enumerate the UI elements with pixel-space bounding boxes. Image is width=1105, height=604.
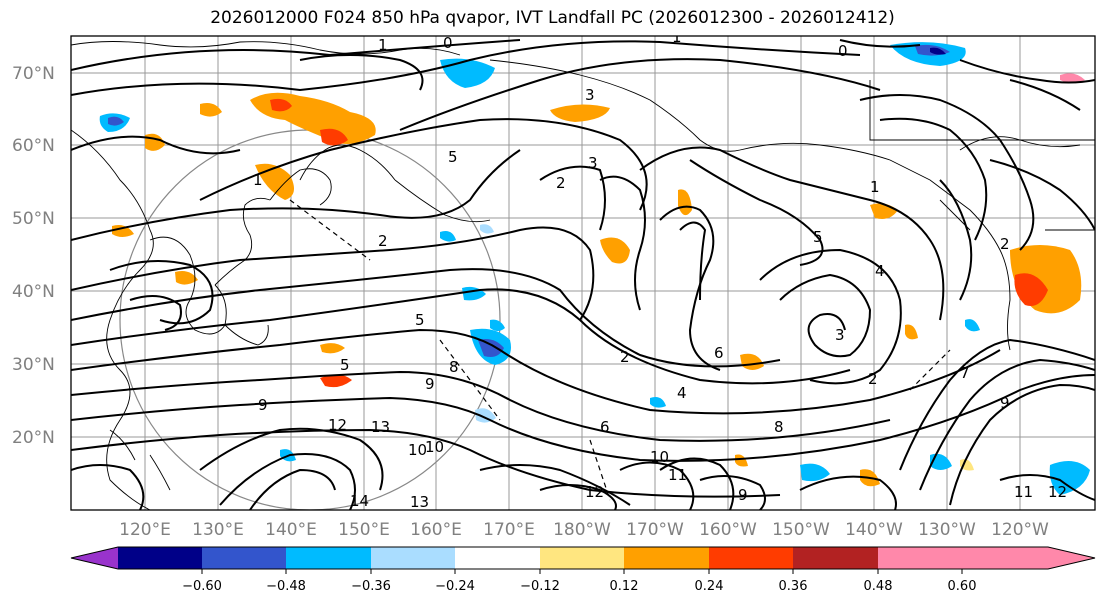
colorbar-tick-label: 0.60 <box>948 579 977 594</box>
contour-label: 4 <box>875 262 885 280</box>
contour-label: 9 <box>425 375 435 393</box>
contour-label: 1 <box>672 28 682 46</box>
colorbar-segment <box>455 547 540 569</box>
coastlines <box>71 41 1095 510</box>
contour-label: 5 <box>415 311 425 329</box>
colorbar-segment <box>878 547 962 569</box>
lon-label-130w: 130°W <box>918 520 976 540</box>
colorbar-tick-label: 0.48 <box>864 579 893 594</box>
contour-label: 8 <box>774 418 784 436</box>
colorbar-tick-label: −0.60 <box>182 579 222 594</box>
lon-label-170e: 170°E <box>483 520 535 540</box>
map-frame <box>70 35 1096 511</box>
colorbar-tick-label: −0.36 <box>351 579 391 594</box>
ivt-contours <box>71 39 1095 510</box>
contour-label: 11 <box>1014 483 1033 501</box>
contour-label: 2 <box>378 232 388 250</box>
colorbar-segment <box>371 547 455 569</box>
contour-label: 9 <box>1000 394 1010 412</box>
latitude-labels: 70°N 60°N 50°N 40°N 30°N 20°N <box>12 64 55 448</box>
contour-label: 13 <box>371 418 390 436</box>
contour-labels: 1 0 1 0 3 3 2 5 1 2 5 4 6 5 2 1 2 3 7 2 … <box>253 28 1067 511</box>
colorbar-segment <box>71 547 118 569</box>
contour-label: 9 <box>258 396 268 414</box>
contour-label: 3 <box>588 154 598 172</box>
colorbar-tick-label: −0.48 <box>266 579 306 594</box>
colorbar-tick-label: 0.24 <box>695 579 724 594</box>
contour-label: 6 <box>714 344 724 362</box>
colorbar-segment <box>793 547 878 569</box>
lat-label-60n: 60°N <box>12 136 55 156</box>
lon-label-130e: 130°E <box>192 520 244 540</box>
colorbar-segment <box>624 547 709 569</box>
contour-label: 3 <box>585 86 595 104</box>
longitude-labels: 120°E 130°E 140°E 150°E 160°E 170°E 180°… <box>119 520 1049 540</box>
contour-label: 0 <box>443 34 453 52</box>
lat-label-70n: 70°N <box>12 64 55 84</box>
contour-label: 5 <box>340 356 350 374</box>
contour-label: 11 <box>668 466 687 484</box>
colorbar-tick-label: 0.12 <box>610 579 639 594</box>
contour-label: 8 <box>449 358 459 376</box>
contour-label: 10 <box>650 448 669 466</box>
lon-label-150e: 150°E <box>338 520 390 540</box>
lon-label-160e: 160°E <box>410 520 462 540</box>
colorbar-segment <box>709 547 793 569</box>
map-title: 2026012000 F024 850 hPa qvapor, IVT Land… <box>210 8 895 28</box>
contour-label: 10 <box>425 438 444 456</box>
contour-label: 1 <box>253 171 263 189</box>
lat-label-50n: 50°N <box>12 209 55 229</box>
contour-label: 5 <box>813 228 823 246</box>
colorbar-segment <box>202 547 286 569</box>
contour-label: 2 <box>868 370 878 388</box>
colorbar-tick-label: −0.12 <box>520 579 560 594</box>
lon-label-150w: 150°W <box>772 520 830 540</box>
contour-label: 1 <box>378 36 388 54</box>
colorbar-tick-label: 0.36 <box>779 579 808 594</box>
lat-label-20n: 20°N <box>12 428 55 448</box>
contour-label: 1 <box>870 178 880 196</box>
date-line-dashes <box>289 199 951 501</box>
lat-label-40n: 40°N <box>12 282 55 302</box>
colorbar-segment <box>286 547 371 569</box>
contour-label: 3 <box>835 326 845 344</box>
colorbar: −0.60 −0.48 −0.36 −0.24 −0.12 0.12 0.24 … <box>70 546 1096 594</box>
contour-label: 13 <box>410 493 429 511</box>
lon-label-120w: 120°W <box>991 520 1049 540</box>
contour-label: 12 <box>1048 483 1067 501</box>
lon-label-140w: 140°W <box>845 520 903 540</box>
contour-label: 2 <box>620 348 630 366</box>
qvapor-shading <box>99 42 1090 495</box>
contour-label: 14 <box>350 492 369 510</box>
contour-label: 9 <box>738 486 748 504</box>
colorbar-outline <box>70 546 1096 570</box>
colorbar-segment <box>1048 547 1095 569</box>
contour-label: 7 <box>960 364 970 382</box>
contour-label: 2 <box>1000 235 1010 253</box>
contour-label: 5 <box>448 148 458 166</box>
lon-label-120e: 120°E <box>119 520 171 540</box>
contour-label: 4 <box>677 384 687 402</box>
colorbar-segment <box>118 547 202 569</box>
contour-label: 2 <box>556 174 566 192</box>
lon-label-140e: 140°E <box>265 520 317 540</box>
contour-label: 0 <box>838 42 848 60</box>
colorbar-segment <box>962 547 1048 569</box>
contour-label: 12 <box>585 483 604 501</box>
lon-label-170w: 170°W <box>626 520 684 540</box>
contour-label: 10 <box>408 441 427 459</box>
lat-label-30n: 30°N <box>12 355 55 375</box>
colorbar-segment <box>540 547 624 569</box>
contour-label: 6 <box>600 418 610 436</box>
lon-label-180w: 180°W <box>553 520 611 540</box>
lon-label-160w: 160°W <box>699 520 757 540</box>
colorbar-tick-label: −0.24 <box>435 579 475 594</box>
contour-label: 12 <box>328 416 347 434</box>
